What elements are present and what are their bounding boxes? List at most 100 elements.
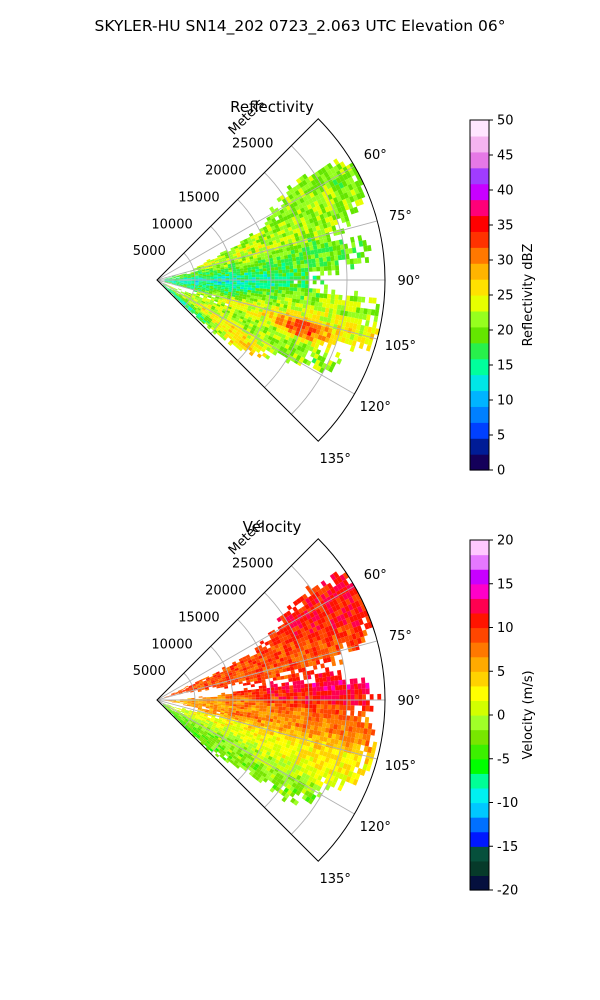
radar-cell <box>304 687 309 692</box>
radar-cell <box>191 702 195 705</box>
radar-cell <box>228 755 233 760</box>
radar-cell <box>243 291 248 295</box>
radar-cell <box>176 297 181 301</box>
radar-cell <box>198 281 203 283</box>
radar-cell <box>336 729 341 736</box>
radar-cell <box>236 702 241 705</box>
radar-cell <box>188 720 193 724</box>
radar-cell <box>366 734 371 741</box>
radar-cell <box>244 323 249 329</box>
radar-cell <box>240 275 245 278</box>
radar-cell <box>188 292 193 295</box>
radar-cell <box>307 720 312 726</box>
radar-cell <box>247 284 252 288</box>
radar-cell <box>267 227 273 232</box>
radar-cell <box>314 591 321 598</box>
radar-cell <box>313 323 319 330</box>
radar-cell <box>201 314 206 319</box>
radar-cell <box>202 281 207 283</box>
radar-cell <box>295 184 302 190</box>
radar-cell <box>315 329 321 335</box>
radar-cell <box>292 681 297 686</box>
radar-cell <box>362 239 367 247</box>
radar-cell <box>257 345 263 351</box>
radar-cell <box>364 757 370 765</box>
radar-cell <box>320 311 325 317</box>
radar-cell <box>205 299 210 303</box>
radar-cell <box>205 677 210 681</box>
radar-cell <box>226 737 231 742</box>
radar-cell <box>280 314 286 319</box>
radar-cell <box>308 704 313 709</box>
radar-cell <box>173 295 177 299</box>
radar-cell <box>319 238 324 245</box>
radar-cell <box>182 295 187 299</box>
radar-cell <box>238 730 243 734</box>
radar-cell <box>247 727 252 732</box>
radar-cell <box>308 628 315 634</box>
radar-cell <box>305 344 311 351</box>
radar-cell <box>303 716 309 721</box>
radar-cell <box>179 720 183 724</box>
radar-cell <box>206 734 211 738</box>
radar-cell <box>338 714 343 721</box>
radar-cell <box>218 259 223 263</box>
radar-cell <box>272 722 277 727</box>
radar-cell <box>342 684 347 690</box>
radar-cell <box>220 326 225 331</box>
radar-cell <box>223 250 228 254</box>
radar-cell <box>263 277 268 280</box>
radar-cell <box>220 685 225 688</box>
radar-cell <box>229 282 233 285</box>
radar-cell <box>281 754 287 759</box>
radar-cell <box>285 290 290 295</box>
radar-cell <box>348 306 353 312</box>
radar-cell <box>314 630 320 637</box>
radar-cell <box>345 720 350 727</box>
radar-cell <box>279 225 285 231</box>
radar-cell <box>247 272 252 276</box>
radar-cell <box>272 660 277 665</box>
radar-cell <box>293 652 299 658</box>
radar-cell <box>198 706 202 709</box>
radar-cell <box>262 309 267 314</box>
radar-cell <box>301 727 307 733</box>
radar-cell <box>305 629 311 636</box>
radar-cell <box>224 289 229 292</box>
radar-cell <box>237 749 242 754</box>
colorbar-segment <box>470 454 489 471</box>
radar-cell <box>235 712 240 716</box>
radar-cell <box>194 282 199 284</box>
radar-cell <box>179 284 183 287</box>
radar-cell <box>307 340 313 347</box>
radar-cell <box>310 632 316 639</box>
radar-cell <box>327 270 332 276</box>
radar-cell <box>290 700 294 704</box>
radar-cell <box>246 294 251 298</box>
radar-cell <box>291 329 297 335</box>
radar-cell <box>308 227 314 234</box>
radar-cell <box>259 271 264 275</box>
radar-cell <box>263 769 270 775</box>
radar-cell <box>197 307 201 311</box>
radar-cell <box>252 697 256 700</box>
radar-cell <box>247 292 252 296</box>
radar-cell <box>355 727 361 734</box>
radar-cell <box>228 707 233 711</box>
radar-cell <box>310 222 316 228</box>
panel-title: Reflectivity <box>230 98 314 116</box>
radar-cell <box>292 746 298 752</box>
radar-cell <box>281 742 287 748</box>
radar-cell <box>271 656 276 662</box>
radar-cell <box>311 258 316 264</box>
radar-cell <box>168 709 173 712</box>
radar-cell <box>290 669 296 675</box>
radar-cell <box>169 708 173 712</box>
radar-cell <box>277 266 282 271</box>
radar-cell <box>278 283 283 287</box>
radar-cell <box>187 301 192 305</box>
radar-cell <box>253 312 258 317</box>
radar-cell <box>209 290 213 293</box>
radar-cell <box>252 277 256 280</box>
radar-cell <box>313 177 320 184</box>
